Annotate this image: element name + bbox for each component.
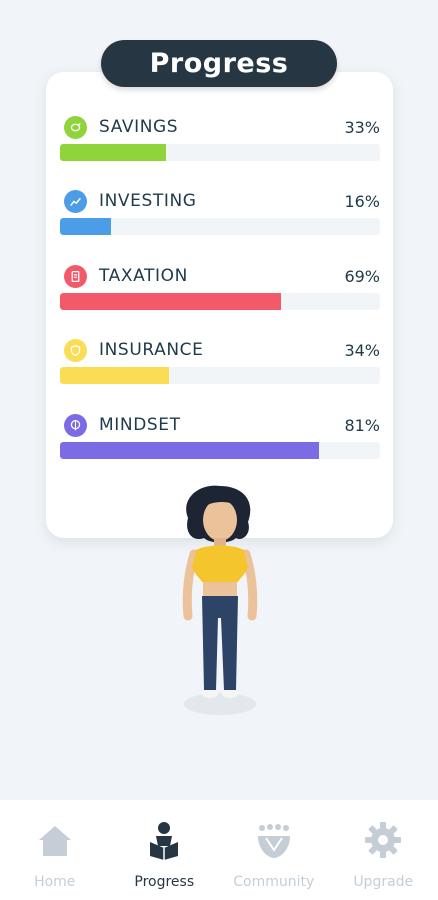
nav-label: Progress	[134, 874, 195, 890]
progress-bar-fill	[60, 442, 320, 459]
nav-item-home[interactable]: Home	[0, 800, 110, 900]
community-icon	[252, 818, 296, 862]
nav-label: Community	[233, 874, 315, 890]
piggy-bank-icon	[64, 115, 87, 139]
metric-investing[interactable]: INVESTING 16%	[60, 188, 380, 235]
metric-insurance[interactable]: INSURANCE 34%	[60, 337, 380, 384]
brain-icon	[64, 413, 87, 437]
metric-value: 33%	[344, 117, 380, 137]
nav-item-community[interactable]: Community	[219, 800, 329, 900]
metric-savings[interactable]: SAVINGS 33%	[60, 114, 380, 161]
progress-bar-track	[60, 442, 380, 459]
progress-bar-track	[60, 367, 380, 384]
metric-label: MINDSET	[99, 415, 181, 435]
gear-icon	[361, 818, 405, 862]
page-title: Progress	[101, 40, 337, 87]
nav-item-upgrade[interactable]: Upgrade	[329, 800, 438, 900]
metric-value: 81%	[344, 415, 380, 435]
nav-label: Home	[34, 874, 76, 890]
metric-value: 69%	[344, 266, 380, 286]
bottom-nav: Home Progress Community	[0, 800, 438, 900]
progress-bar-track	[60, 293, 380, 310]
metric-taxation[interactable]: TAXATION 69%	[60, 263, 380, 310]
reader-icon	[142, 818, 186, 862]
progress-bar-fill	[60, 144, 166, 161]
progress-bar-fill	[60, 218, 112, 235]
progress-bar-track	[60, 144, 380, 161]
chart-icon	[64, 189, 87, 213]
metric-label: SAVINGS	[99, 117, 179, 137]
nav-label: Upgrade	[353, 874, 414, 890]
receipt-icon	[64, 264, 87, 288]
avatar-illustration	[182, 485, 258, 715]
metric-value: 34%	[344, 340, 380, 360]
metric-label: TAXATION	[99, 266, 188, 286]
nav-item-progress[interactable]: Progress	[110, 800, 220, 900]
shield-icon	[64, 338, 87, 362]
metric-value: 16%	[344, 191, 380, 211]
home-icon	[33, 818, 77, 862]
metric-label: INSURANCE	[99, 340, 204, 360]
metric-mindset[interactable]: MINDSET 81%	[60, 412, 380, 459]
progress-bar-track	[60, 218, 380, 235]
progress-bar-fill	[60, 293, 281, 310]
progress-bar-fill	[60, 367, 169, 384]
metric-label: INVESTING	[99, 191, 197, 211]
